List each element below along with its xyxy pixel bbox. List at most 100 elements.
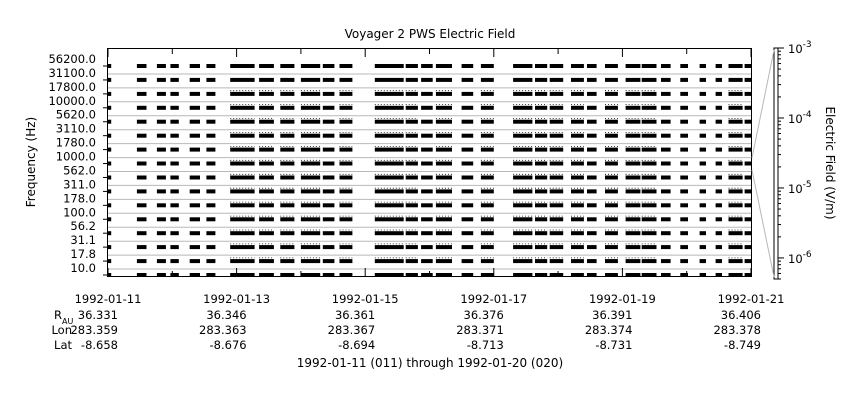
data-block	[374, 133, 404, 138]
data-block	[259, 189, 274, 194]
data-block	[280, 147, 295, 152]
ephemeris-value-lon: 283.363	[199, 323, 247, 337]
data-block	[170, 175, 179, 180]
data-block	[535, 259, 548, 264]
y-tick-label: 3110.0	[56, 122, 96, 136]
data-block	[108, 64, 112, 68]
data-block	[421, 161, 433, 166]
data-block	[280, 91, 295, 96]
data-block	[136, 64, 147, 68]
y-tick-label: 31.1	[70, 233, 96, 247]
data-block	[480, 91, 494, 96]
data-block	[421, 259, 433, 264]
data-block	[715, 91, 722, 96]
data-block	[421, 133, 433, 138]
data-block	[480, 133, 494, 138]
data-block	[405, 64, 418, 68]
data-block	[435, 105, 452, 110]
data-block	[170, 273, 179, 277]
data-block	[480, 161, 494, 166]
y-tick-label: 1780.0	[56, 136, 96, 150]
data-block	[605, 105, 618, 110]
data-block	[728, 161, 743, 166]
data-block	[625, 161, 641, 166]
data-block	[322, 105, 335, 110]
y-tick-label: 17800.0	[48, 80, 96, 94]
data-block	[374, 189, 404, 194]
data-block	[587, 105, 597, 110]
data-block	[587, 189, 597, 194]
data-block	[461, 273, 474, 277]
data-block	[513, 119, 533, 124]
data-block	[461, 259, 474, 264]
data-block	[156, 147, 166, 152]
data-block	[189, 161, 200, 166]
data-block	[136, 119, 147, 124]
data-block	[339, 105, 353, 110]
data-block	[259, 203, 274, 208]
data-block	[625, 64, 641, 68]
data-block	[680, 77, 688, 82]
data-block	[206, 189, 216, 194]
data-block	[435, 64, 452, 68]
data-block	[728, 189, 743, 194]
data-block	[189, 64, 200, 68]
data-block	[641, 77, 657, 82]
data-block	[421, 105, 433, 110]
data-block	[728, 245, 743, 250]
data-block	[680, 259, 688, 264]
data-block	[280, 133, 295, 138]
data-block	[206, 119, 216, 124]
data-block	[715, 64, 722, 68]
data-block	[661, 217, 671, 222]
data-block	[206, 77, 216, 82]
y-tick-label: 562.0	[63, 163, 96, 177]
data-block	[680, 273, 688, 277]
ephemeris-label-lat: Lat	[54, 338, 72, 352]
data-block	[259, 105, 274, 110]
data-block	[280, 105, 295, 110]
data-block	[259, 217, 274, 222]
y-axis: 56200.031100.017800.010000.05620.03110.0…	[48, 52, 751, 276]
data-block	[189, 231, 200, 236]
colorbar-tick-label: 10-4	[788, 110, 812, 126]
data-block	[170, 147, 179, 152]
y-tick-label: 56.2	[70, 219, 96, 233]
data-block	[322, 273, 335, 277]
data-block	[715, 203, 722, 208]
data-block	[699, 147, 706, 152]
y-tick-label: 17.8	[70, 247, 96, 261]
data-block	[374, 91, 404, 96]
data-block	[170, 64, 179, 68]
data-block	[405, 231, 418, 236]
data-block	[300, 203, 321, 208]
data-block	[625, 119, 641, 124]
data-block	[461, 245, 474, 250]
data-block	[156, 161, 166, 166]
data-block	[405, 119, 418, 124]
data-block	[571, 231, 584, 236]
data-block	[625, 231, 641, 236]
colorbar-tick-exponent: -3	[803, 40, 812, 50]
data-block	[435, 259, 452, 264]
data-block	[728, 133, 743, 138]
data-block	[587, 259, 597, 264]
data-block	[549, 64, 564, 68]
ephemeris-value-r-au: 36.376	[464, 308, 504, 322]
data-block	[435, 189, 452, 194]
ephemeris-value-lon: 283.374	[585, 323, 633, 337]
data-block	[625, 91, 641, 96]
data-block	[480, 175, 494, 180]
data-block	[421, 64, 433, 68]
data-block	[549, 217, 564, 222]
data-block	[206, 203, 216, 208]
data-block	[156, 175, 166, 180]
data-block	[339, 203, 353, 208]
data-block	[108, 119, 112, 124]
data-block	[230, 119, 255, 124]
data-block	[480, 245, 494, 250]
data-block	[136, 189, 147, 194]
data-block	[435, 175, 452, 180]
data-block	[259, 259, 274, 264]
data-block	[715, 175, 722, 180]
